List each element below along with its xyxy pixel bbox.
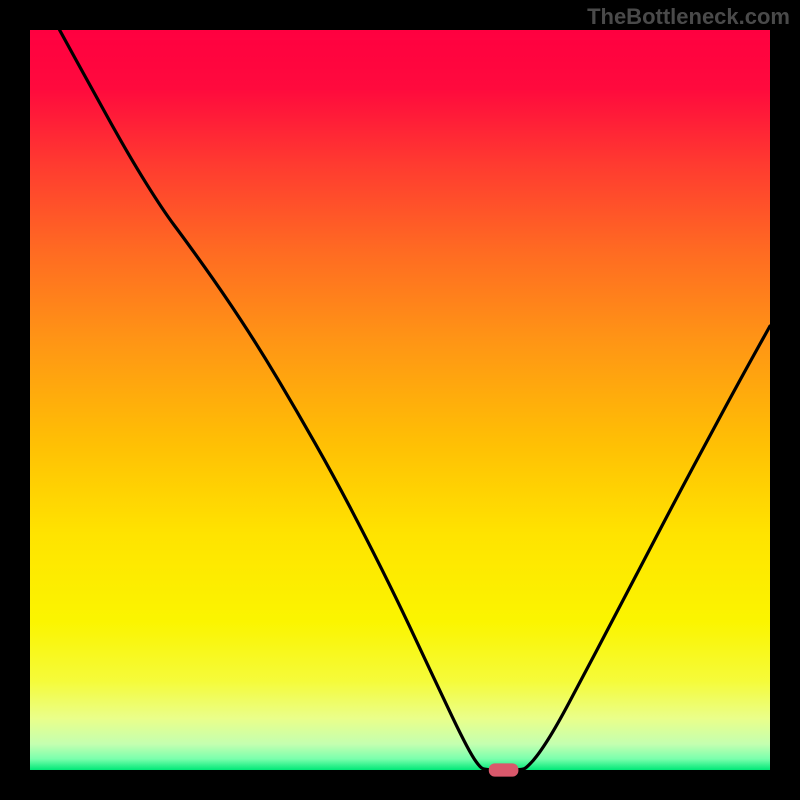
optimal-point-marker [489,763,519,776]
bottleneck-chart: TheBottleneck.com [0,0,800,800]
chart-svg [0,0,800,800]
heatmap-background [30,30,770,770]
